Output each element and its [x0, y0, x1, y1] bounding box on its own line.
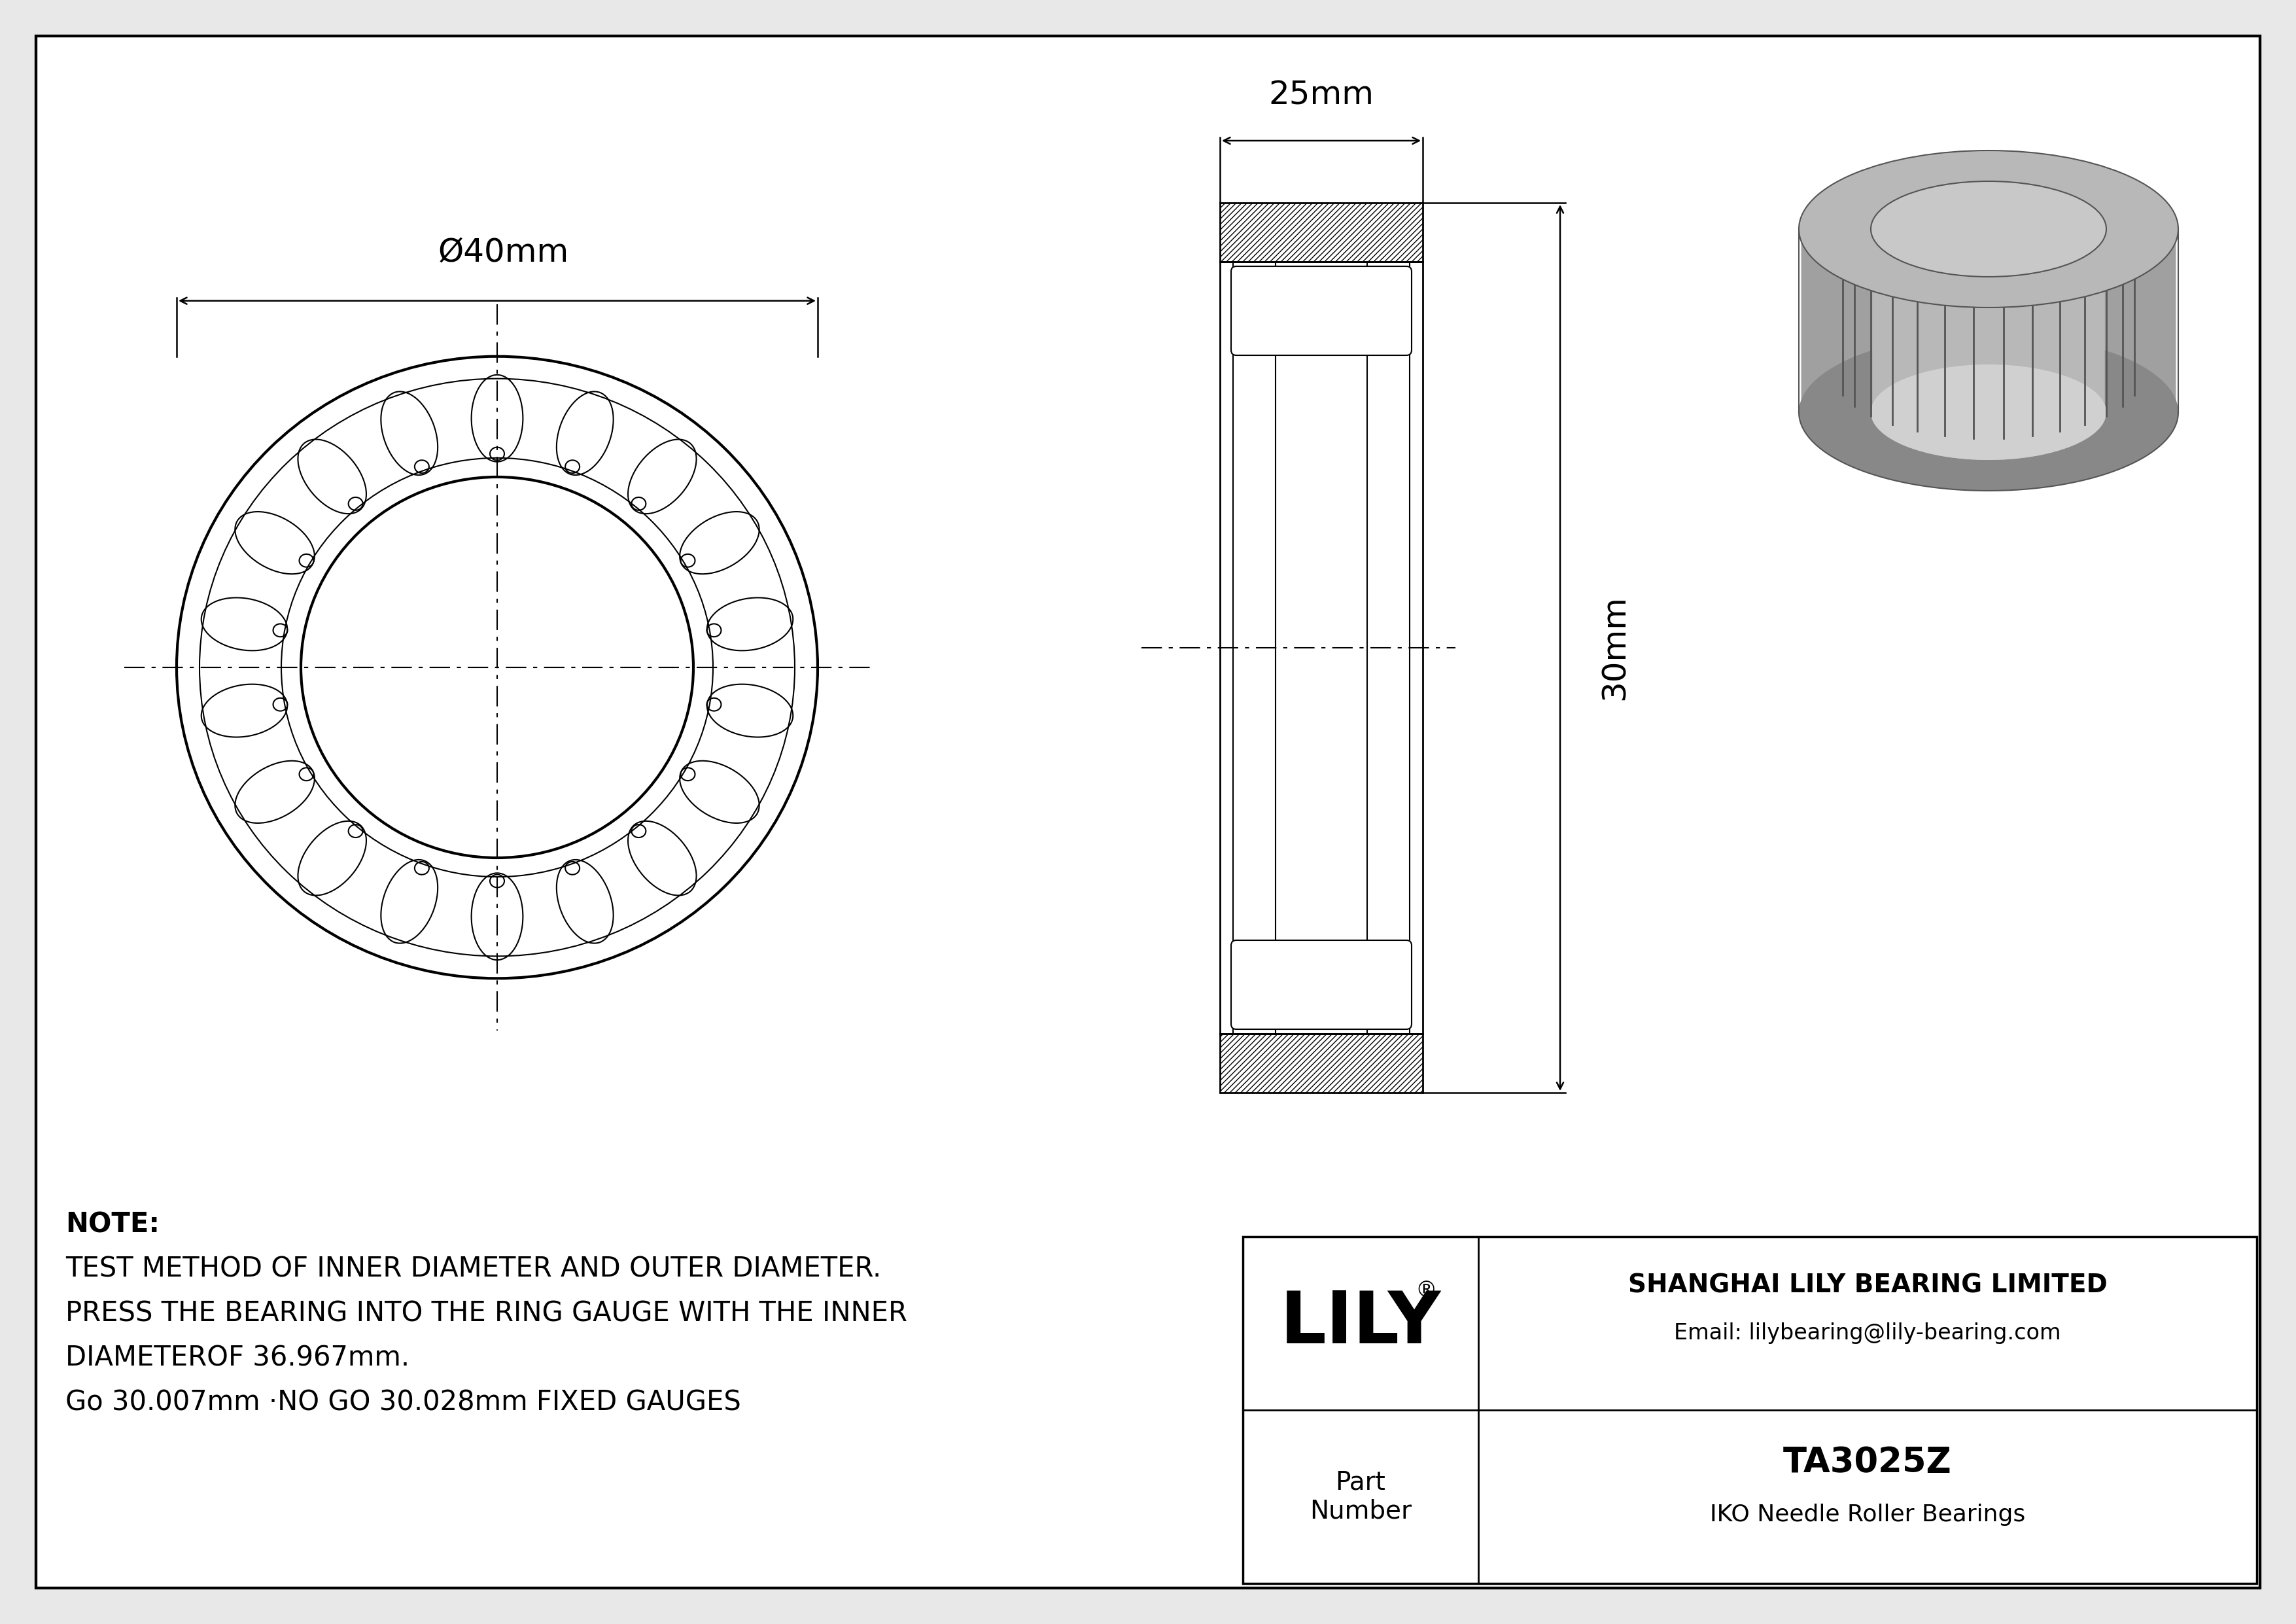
Text: Email: lilybearing@lily-bearing.com: Email: lilybearing@lily-bearing.com [1674, 1322, 2062, 1345]
Text: IKO Needle Roller Bearings: IKO Needle Roller Bearings [1711, 1504, 2025, 1527]
Text: 30mm: 30mm [1600, 594, 1630, 700]
Bar [1242, 1236, 2257, 1583]
Ellipse shape [1871, 182, 2105, 276]
Polygon shape [1871, 237, 2105, 460]
Text: ®: ® [1414, 1280, 1437, 1301]
Bar [1219, 1034, 1424, 1093]
FancyBboxPatch shape [1231, 266, 1412, 356]
Text: DIAMETEROF 36.967mm.: DIAMETEROF 36.967mm. [64, 1345, 409, 1371]
Text: TA3025Z: TA3025Z [1784, 1445, 1952, 1479]
Text: PRESS THE BEARING INTO THE RING GAUGE WITH THE INNER: PRESS THE BEARING INTO THE RING GAUGE WI… [64, 1299, 907, 1327]
Ellipse shape [1871, 364, 2105, 460]
Polygon shape [1800, 242, 2177, 490]
Text: Part
Number: Part Number [1309, 1470, 1412, 1523]
Text: 25mm: 25mm [1270, 80, 1373, 110]
Bar [1219, 203, 1424, 261]
Ellipse shape [1798, 333, 2179, 490]
Text: Ø40mm: Ø40mm [439, 237, 569, 268]
Text: NOTE:: NOTE: [64, 1210, 161, 1237]
Text: LILY: LILY [1281, 1288, 1442, 1358]
FancyBboxPatch shape [1231, 940, 1412, 1030]
Text: TEST METHOD OF INNER DIAMETER AND OUTER DIAMETER.: TEST METHOD OF INNER DIAMETER AND OUTER … [64, 1255, 882, 1283]
Ellipse shape [1798, 151, 2179, 307]
Text: SHANGHAI LILY BEARING LIMITED: SHANGHAI LILY BEARING LIMITED [1628, 1273, 2108, 1298]
Text: Go 30.007mm ·NO GO 30.028mm FIXED GAUGES: Go 30.007mm ·NO GO 30.028mm FIXED GAUGES [64, 1389, 742, 1416]
